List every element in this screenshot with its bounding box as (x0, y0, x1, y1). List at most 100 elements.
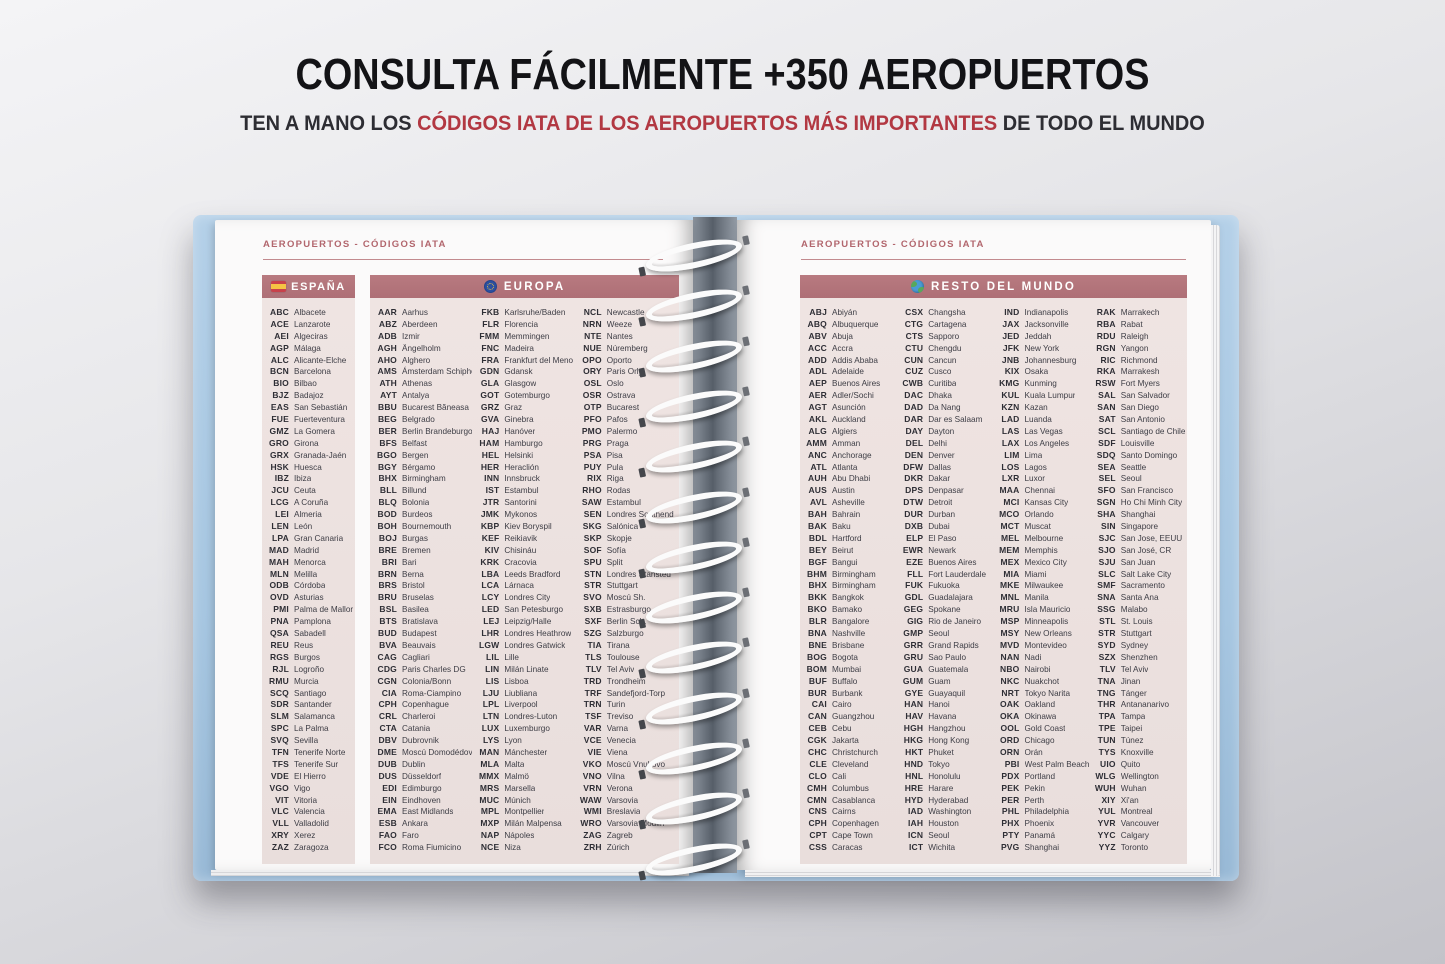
iata-entry: VDE El Hierro (262, 771, 353, 783)
iata-entry: TFN Tenerife Norte (262, 747, 353, 759)
iata-code: OAK (1000, 699, 1020, 710)
iata-entry: TRF Sandefjord-Torp (575, 688, 677, 700)
iata-code: LAX (1001, 437, 1020, 448)
iata-entry: YYC Calgary (1089, 830, 1185, 842)
iata-code: SVO (583, 592, 602, 603)
iata-entry: LJU Liubliana (472, 688, 574, 700)
airport-city: Wellington (1120, 771, 1159, 781)
iata-entry: BFS Belfast (370, 438, 472, 450)
iata-entry: ZAZ Zaragoza (262, 842, 353, 854)
iata-code: PBI (1004, 758, 1020, 769)
airport-city: Girona (294, 438, 319, 448)
airport-city: Madrid (294, 545, 320, 555)
iata-code: ADD (807, 354, 827, 365)
iata-code: DEL (905, 437, 924, 448)
airport-city: Salónica (606, 522, 639, 532)
iata-entry: PMO Palermo (575, 426, 677, 438)
airport-city: Ostrava (606, 391, 636, 401)
section-espana-header: ESPAÑA (262, 275, 355, 298)
airport-city: Zúrich (606, 843, 630, 853)
iata-entry: ABV Abuja (800, 331, 896, 343)
airport-city: Dubrovnik (402, 736, 439, 746)
airport-city: Mykonos (504, 510, 538, 520)
iata-code: SEL (1098, 473, 1116, 484)
iata-code: BHM (807, 568, 827, 579)
iata-entry: EIN Eindhoven (370, 795, 472, 807)
airport-city: Chennai (1024, 486, 1056, 496)
iata-code: TRF (584, 687, 602, 698)
iata-entry: KRK Cracovia (472, 557, 574, 569)
airport-city: Hangzhou (928, 724, 966, 734)
airport-city: Santander (294, 700, 332, 710)
iata-code: SLC (1098, 568, 1116, 579)
iata-code: LOS (1001, 461, 1020, 472)
iata-code: DUB (377, 758, 397, 769)
subtitle-prefix: TEN A MANO LOS (240, 112, 418, 135)
iata-entry: VRN Verona (575, 783, 677, 795)
airport-city: Durban (928, 510, 956, 520)
iata-entry: CMN Casablanca (800, 795, 896, 807)
airport-city: Lanzarote (294, 319, 331, 329)
iata-code: REU (270, 639, 289, 650)
iata-code: NAN (1000, 651, 1020, 662)
airport-city: Granada-Jaén (294, 450, 347, 460)
iata-entry: BLR Bangalore (800, 616, 896, 628)
iata-entry: OKA Okinawa (993, 711, 1089, 723)
iata-entry: KZN Kazan (993, 402, 1089, 414)
iata-code: EIN (382, 794, 397, 805)
airport-city: Skopje (606, 533, 632, 543)
iata-code: ODB (269, 580, 289, 591)
iata-entry: BLQ Bolonia (370, 497, 472, 509)
iata-code: SEA (1097, 461, 1116, 472)
airport-city: Santorini (504, 498, 537, 508)
iata-entry: MSY New Orleans (993, 628, 1089, 640)
iata-entry: OTP Bucarest (575, 402, 677, 414)
airport-city: Florencia (504, 319, 539, 329)
iata-code: SZX (1098, 651, 1116, 662)
airport-city: Malmö (504, 771, 529, 781)
iata-entry: SJU San Juan (1089, 557, 1185, 569)
airport-city: Yangon (1120, 343, 1149, 353)
iata-code: GRU (903, 651, 924, 662)
iata-entry: LCG A Coruña (262, 497, 353, 509)
iata-code: RDU (1096, 330, 1116, 341)
airport-city: Sofía (606, 545, 626, 555)
airport-city: Malta (504, 759, 525, 769)
iata-code: HER (480, 461, 500, 472)
iata-code: KBP (480, 521, 500, 532)
iata-code: ABJ (809, 307, 827, 317)
iata-entry: LIN Milán Linate (472, 664, 574, 676)
iata-entry: PRG Praga (575, 438, 677, 450)
iata-entry: ODB Córdoba (262, 580, 353, 592)
iata-code: CTU (905, 342, 924, 353)
iata-code: RIX (587, 473, 602, 484)
iata-entry: SFO San Francisco (1089, 485, 1185, 497)
iata-entry: BLL Billund (370, 485, 472, 497)
iata-entry: KEF Reikiavik (472, 533, 574, 545)
iata-code: GDN (479, 366, 500, 377)
iata-code: BCN (269, 366, 289, 377)
airport-city: Düsseldorf (402, 771, 442, 781)
iata-code: SVQ (270, 735, 289, 746)
airport-city: Bucarest Băneasa (402, 403, 469, 413)
iata-entry: HKG Hong Kong (896, 735, 992, 747)
iata-code: OKA (1000, 711, 1020, 722)
airport-city: Birmingham (402, 474, 446, 484)
iata-code: WLG (1095, 770, 1116, 781)
iata-entry: BOM Mumbai (800, 664, 896, 676)
iata-code: AUH (807, 473, 827, 484)
subtitle-highlight: CÓDIGOS IATA DE LOS AEROPUERTOS MÁS IMPO… (417, 112, 998, 135)
iata-entry: BJZ Badajoz (262, 390, 353, 402)
airport-city: Buenos Aires (928, 557, 977, 567)
iata-code: XIY (1101, 794, 1116, 805)
airport-city: Abiyán (832, 308, 858, 317)
iata-code: STN (584, 568, 602, 579)
iata-code: TPE (1098, 723, 1116, 734)
iata-code: SLM (270, 711, 289, 722)
airport-city: Badajoz (294, 391, 324, 401)
airport-city: Núremberg (606, 343, 648, 353)
airport-city: Changsha (928, 308, 966, 317)
iata-entry: UIO Quito (1089, 759, 1185, 771)
iata-entry: VIT Vitoria (262, 795, 353, 807)
iata-entry: GOT Gotemburgo (472, 390, 574, 402)
